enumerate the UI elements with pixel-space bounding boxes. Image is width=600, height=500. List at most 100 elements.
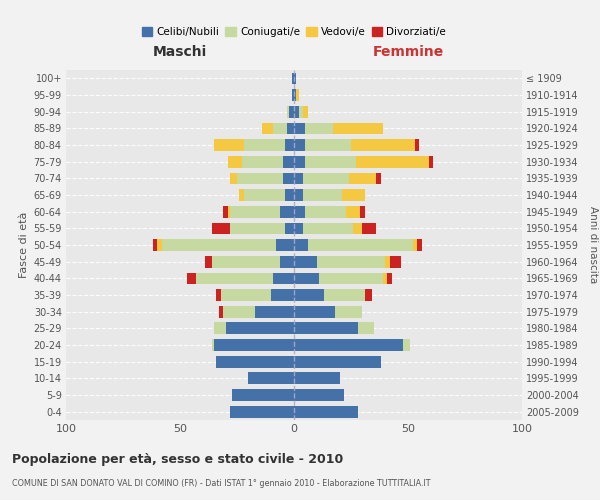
Bar <box>362 222 376 234</box>
Bar <box>280 206 294 218</box>
Bar <box>285 189 294 201</box>
Text: Femmine: Femmine <box>373 46 443 60</box>
Bar <box>356 156 428 168</box>
Legend: Celibi/Nubili, Coniugati/e, Vedovi/e, Divorziati/e: Celibi/Nubili, Coniugati/e, Vedovi/e, Di… <box>137 22 451 41</box>
Bar <box>242 156 283 168</box>
Bar <box>294 222 303 234</box>
Bar <box>287 106 289 118</box>
Bar <box>390 256 401 268</box>
Bar <box>230 406 294 417</box>
Bar <box>280 256 294 268</box>
Bar <box>294 189 303 201</box>
Bar <box>323 289 365 301</box>
Bar <box>415 139 419 151</box>
Bar <box>294 239 308 251</box>
Bar <box>228 156 242 168</box>
Bar <box>271 289 294 301</box>
Bar <box>294 339 403 351</box>
Bar <box>403 339 410 351</box>
Bar <box>274 272 294 284</box>
Bar <box>305 206 346 218</box>
Bar <box>228 206 230 218</box>
Bar <box>385 256 390 268</box>
Text: COMUNE DI SAN DONATO VAL DI COMINO (FR) - Dati ISTAT 1° gennaio 2010 - Elaborazi: COMUNE DI SAN DONATO VAL DI COMINO (FR) … <box>12 479 431 488</box>
Bar <box>349 172 376 184</box>
Bar <box>230 222 285 234</box>
Bar <box>376 172 380 184</box>
Bar <box>351 139 415 151</box>
Bar <box>413 239 417 251</box>
Bar <box>294 356 380 368</box>
Bar <box>230 206 280 218</box>
Bar <box>230 172 237 184</box>
Bar <box>365 289 371 301</box>
Bar <box>212 339 214 351</box>
Bar <box>289 106 294 118</box>
Bar <box>317 256 385 268</box>
Bar <box>294 289 323 301</box>
Bar <box>358 322 374 334</box>
Bar <box>296 89 299 101</box>
Bar <box>196 272 274 284</box>
Bar <box>187 272 196 284</box>
Bar <box>303 222 353 234</box>
Bar <box>333 122 383 134</box>
Bar <box>285 139 294 151</box>
Bar <box>226 322 294 334</box>
Bar <box>308 239 413 251</box>
Bar <box>299 106 303 118</box>
Bar <box>294 122 305 134</box>
Bar <box>262 122 274 134</box>
Bar <box>294 389 344 401</box>
Bar <box>305 139 351 151</box>
Bar <box>305 122 333 134</box>
Bar <box>248 372 294 384</box>
Bar <box>255 306 294 318</box>
Bar <box>152 239 157 251</box>
Bar <box>292 89 294 101</box>
Bar <box>244 139 285 151</box>
Bar <box>335 306 362 318</box>
Bar <box>283 172 294 184</box>
Bar <box>353 222 362 234</box>
Bar <box>303 106 308 118</box>
Bar <box>276 239 294 251</box>
Y-axis label: Fasce di età: Fasce di età <box>19 212 29 278</box>
Bar <box>346 206 360 218</box>
Bar <box>360 206 365 218</box>
Bar <box>428 156 433 168</box>
Text: Popolazione per età, sesso e stato civile - 2010: Popolazione per età, sesso e stato civil… <box>12 452 343 466</box>
Bar <box>223 206 228 218</box>
Bar <box>214 339 294 351</box>
Bar <box>232 389 294 401</box>
Bar <box>217 289 221 301</box>
Bar <box>303 189 342 201</box>
Bar <box>319 272 383 284</box>
Bar <box>205 256 212 268</box>
Bar <box>287 122 294 134</box>
Bar <box>221 289 271 301</box>
Bar <box>212 222 230 234</box>
Bar <box>294 406 358 417</box>
Bar <box>212 256 280 268</box>
Bar <box>294 89 296 101</box>
Bar <box>223 306 255 318</box>
Bar <box>274 122 287 134</box>
Bar <box>292 72 294 84</box>
Bar <box>217 356 294 368</box>
Bar <box>237 172 283 184</box>
Bar <box>303 172 349 184</box>
Bar <box>294 306 335 318</box>
Bar <box>294 106 299 118</box>
Bar <box>417 239 422 251</box>
Bar <box>383 272 388 284</box>
Bar <box>294 172 303 184</box>
Bar <box>283 156 294 168</box>
Bar <box>239 189 244 201</box>
Bar <box>294 322 358 334</box>
Bar <box>285 222 294 234</box>
Bar <box>214 322 226 334</box>
Y-axis label: Anni di nascita: Anni di nascita <box>589 206 598 284</box>
Bar <box>388 272 392 284</box>
Bar <box>305 156 356 168</box>
